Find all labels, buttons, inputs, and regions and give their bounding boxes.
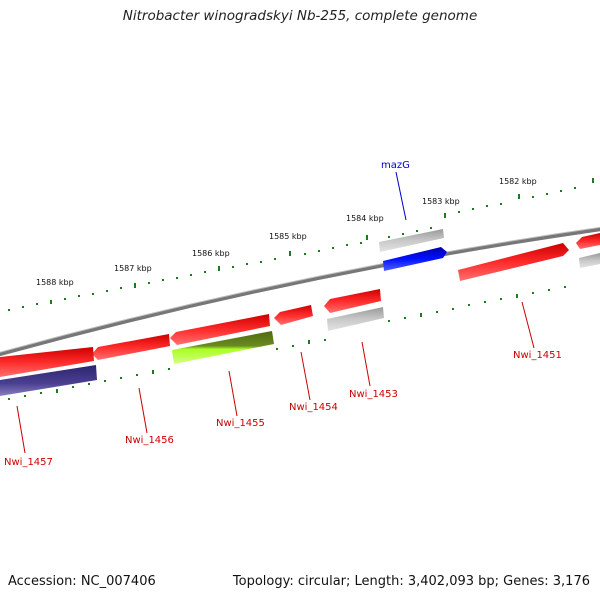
gene-label-Nwi_1454[interactable]: Nwi_1454 xyxy=(289,402,338,413)
ruler-major-tick xyxy=(134,283,136,288)
gene-Nwi_1452[interactable] xyxy=(324,289,381,313)
gene-right-gray-fragment[interactable] xyxy=(579,253,600,268)
ruler-major-tick xyxy=(592,178,594,183)
map-title: Nitrobacter winogradskyi Nb-255, complet… xyxy=(122,8,478,24)
gene-Nwi_1453[interactable] xyxy=(327,307,384,331)
ruler-major-tick xyxy=(289,251,291,256)
genome-backbone-highlight xyxy=(0,226,600,353)
genome-summary-text: Topology: circular; Length: 3,402,093 bp… xyxy=(232,574,590,589)
ruler-label-1586: 1586 kbp xyxy=(192,249,230,258)
ruler-label-1584: 1584 kbp xyxy=(346,214,384,223)
gene-left-red[interactable] xyxy=(0,347,94,377)
ruler-outer xyxy=(8,178,594,311)
ruler-major-tick xyxy=(518,194,520,199)
ruler-label-1587: 1587 kbp xyxy=(114,264,152,273)
ruler-major-tick xyxy=(50,300,52,304)
gene-Nwi_1454[interactable] xyxy=(274,305,313,325)
gene-Nwi_1455-upper[interactable] xyxy=(170,314,270,345)
ruler-label-1582: 1582 kbp xyxy=(499,177,537,186)
gene-mazG[interactable] xyxy=(383,247,447,271)
gene-label-Nwi_1457[interactable]: Nwi_1457 xyxy=(4,457,53,468)
gene-Nwi_1456[interactable] xyxy=(92,334,170,360)
genome-backbone xyxy=(0,227,600,357)
ruler-inner xyxy=(8,286,566,400)
gene-Nwi_1455[interactable] xyxy=(172,331,274,364)
gene-label-Nwi_1455[interactable]: Nwi_1455 xyxy=(216,418,265,429)
ruler-major-tick xyxy=(218,266,220,271)
gene-Nwi_1457[interactable] xyxy=(0,365,97,396)
gene-label-leaders xyxy=(16,171,535,454)
gene-label-Nwi_1453[interactable]: Nwi_1453 xyxy=(349,389,398,400)
ruler-major-tick xyxy=(366,235,368,240)
accession-text: Accession: NC_007406 xyxy=(8,574,156,589)
ruler-label-1583: 1583 kbp xyxy=(422,197,460,206)
ruler-major-tick xyxy=(444,213,446,218)
ruler-label-1588: 1588 kbp xyxy=(36,278,74,287)
gene-label-Nwi_1451[interactable]: Nwi_1451 xyxy=(513,350,562,361)
gene-top-right-fragment[interactable] xyxy=(576,233,600,249)
gene-mazG-neighbor[interactable] xyxy=(379,229,444,252)
gene-Nwi_1451[interactable] xyxy=(458,243,569,281)
gene-label-Nwi_1456[interactable]: Nwi_1456 xyxy=(125,435,174,446)
gene-label-mazG[interactable]: mazG xyxy=(381,160,410,171)
ruler-label-1585: 1585 kbp xyxy=(269,232,307,241)
